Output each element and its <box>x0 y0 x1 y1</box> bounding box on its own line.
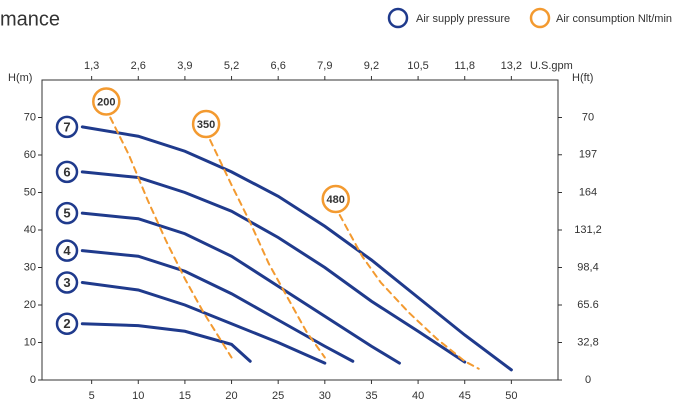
series-line <box>80 211 401 365</box>
plot-frame <box>41 79 559 381</box>
series-line <box>209 139 326 359</box>
y-tick-label: 20 <box>24 299 36 311</box>
series-badge <box>55 312 79 335</box>
series-badge <box>55 201 79 225</box>
x2-tick-label: 3,9 <box>177 60 192 72</box>
legend-label: Air consumption Nlt/min <box>556 13 672 25</box>
series-label: 480 <box>327 194 345 206</box>
series-label: 6 <box>63 164 70 179</box>
legend-marker <box>387 7 409 29</box>
y2-tick-label: 164 <box>579 186 597 198</box>
y-tick-label: 40 <box>24 224 36 236</box>
series-label: 7 <box>63 119 70 134</box>
y2-axis-label: H(ft) <box>572 72 593 84</box>
y-tick-label: 0 <box>30 374 36 386</box>
x-tick-label: 15 <box>179 390 191 402</box>
y2-tick-label: 0 <box>585 374 591 386</box>
x2-tick-label: 1,3 <box>84 60 99 72</box>
y2-tick-label: 70 <box>582 111 594 123</box>
series-label: 350 <box>197 119 215 131</box>
chart-title: mance <box>0 8 60 30</box>
series-line <box>80 249 355 363</box>
series-line <box>80 170 467 364</box>
x-tick-label: 50 <box>505 390 517 402</box>
series-line <box>80 125 513 372</box>
series-label: 2 <box>63 316 70 331</box>
y-tick-label: 10 <box>24 336 36 348</box>
y-tick-label: 30 <box>24 261 36 273</box>
series-label: 4 <box>63 243 71 258</box>
series-line <box>80 322 252 363</box>
y-axis-label: H(m) <box>8 72 32 84</box>
x2-tick-label: 9,2 <box>364 60 379 72</box>
y-tick-label: 60 <box>24 149 36 161</box>
x2-axis-label: U.S.gpm <box>530 60 573 72</box>
series-badge <box>191 109 221 139</box>
series-badge <box>321 184 350 214</box>
series-badge <box>55 239 79 262</box>
y-tick-label: 70 <box>24 111 36 123</box>
series-line <box>80 281 327 365</box>
y2-tick-label: 197 <box>579 149 597 161</box>
x-tick-label: 5 <box>89 390 95 402</box>
x-tick-label: 35 <box>365 390 377 402</box>
x2-tick-label: 7,9 <box>317 60 332 72</box>
series-label: 200 <box>97 96 115 108</box>
series-badge <box>55 271 79 294</box>
x-tick-label: 45 <box>459 390 471 402</box>
series-badge <box>55 160 79 184</box>
y2-tick-label: 98,4 <box>577 261 598 273</box>
series-label: 5 <box>63 206 70 221</box>
y-tick-label: 50 <box>24 186 36 198</box>
x-tick-label: 40 <box>412 390 424 402</box>
x-tick-label: 20 <box>225 390 237 402</box>
series-line <box>338 214 480 370</box>
series-line <box>109 116 233 359</box>
x2-tick-label: 5,2 <box>224 60 239 72</box>
x2-tick-label: 13,2 <box>501 60 522 72</box>
legend-label: Air supply pressure <box>416 13 510 25</box>
x-tick-label: 10 <box>132 390 144 402</box>
y2-tick-label: 32,8 <box>577 336 598 348</box>
x2-tick-label: 11,8 <box>454 60 475 72</box>
series-badge <box>55 115 79 139</box>
y2-tick-label: 131,2 <box>574 224 602 236</box>
series-badge <box>92 87 121 116</box>
x2-tick-label: 10,5 <box>407 60 428 72</box>
x2-tick-label: 6,6 <box>271 60 286 72</box>
legend-marker <box>529 7 551 29</box>
x-tick-label: 30 <box>319 390 331 402</box>
series-label: 3 <box>63 275 70 290</box>
y2-tick-label: 65.6 <box>577 299 598 311</box>
x-tick-label: 25 <box>272 390 284 402</box>
x2-tick-label: 2,6 <box>131 60 146 72</box>
